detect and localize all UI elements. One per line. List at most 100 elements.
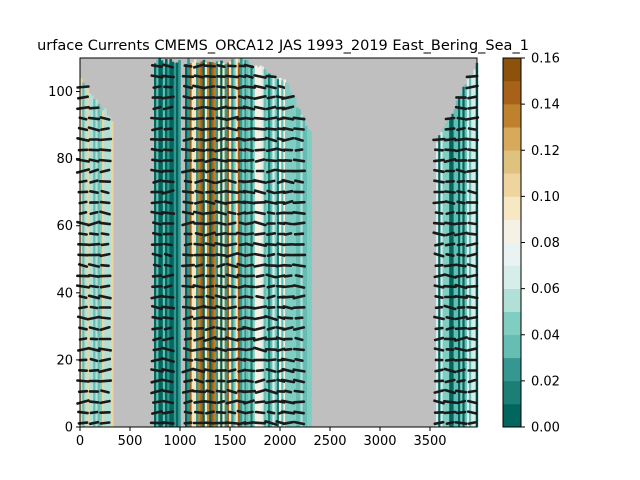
vector-arrow (253, 189, 267, 195)
vector-arrow (181, 190, 195, 194)
vector-arrow (181, 210, 195, 216)
colorbar-segment (503, 127, 521, 151)
vector-arrow (151, 284, 163, 289)
vector-arrow (89, 232, 99, 236)
vector-arrow (265, 232, 277, 236)
vector-arrow (152, 221, 162, 226)
speed-strip (451, 113, 454, 427)
vector-arrow (76, 85, 90, 89)
speed-strip (293, 97, 297, 428)
vector-arrow (99, 399, 111, 405)
vector-arrow (87, 116, 101, 121)
vector-arrow (183, 378, 193, 384)
vector-arrow (281, 178, 295, 185)
vector-arrow (152, 179, 162, 184)
speed-strip (302, 116, 306, 427)
speed-strip (296, 107, 299, 427)
vector-arrow (215, 253, 227, 257)
vector-arrow (205, 389, 215, 394)
vector-arrow (280, 295, 296, 299)
vector-arrow (465, 242, 479, 247)
vector-arrow (466, 399, 478, 405)
vector-arrow (432, 158, 446, 163)
vector-arrow (465, 294, 479, 300)
vector-arrow (76, 105, 90, 111)
current-vectors (149, 63, 176, 425)
vector-arrow (160, 211, 176, 215)
vector-arrow (214, 294, 228, 300)
vector-arrow (204, 106, 216, 110)
vector-arrow (182, 106, 194, 110)
vector-arrow (181, 168, 195, 174)
speed-strip (265, 71, 269, 428)
vector-arrow (99, 168, 111, 174)
vector-arrow (75, 284, 91, 289)
vector-arrow (243, 158, 255, 163)
vector-arrow (266, 253, 276, 257)
vector-arrow (266, 211, 276, 215)
vector-arrow (78, 200, 88, 205)
x-tick-label: 3500 (413, 434, 446, 449)
vector-arrow (227, 179, 237, 184)
speed-strip (88, 93, 92, 427)
vector-arrow (433, 315, 445, 321)
vector-arrow (99, 252, 111, 258)
vector-arrow (466, 326, 478, 331)
vector-arrow (76, 220, 90, 227)
axes-frame (79, 57, 478, 428)
vector-arrow (215, 410, 227, 415)
colorbar-segment (503, 311, 521, 336)
vector-arrow (183, 399, 193, 405)
vector-arrow (442, 284, 458, 289)
vector-arrow (293, 179, 305, 184)
vector-arrow (98, 294, 112, 300)
vector-arrow (264, 242, 278, 247)
vector-arrow (244, 242, 254, 247)
vector-arrow (193, 210, 205, 216)
vector-arrow (242, 189, 256, 195)
speed-strip (86, 88, 90, 428)
vector-arrow (293, 127, 305, 131)
vector-arrow (163, 263, 173, 268)
vector-arrow (98, 347, 112, 352)
vector-arrow (444, 127, 456, 131)
vector-arrow (244, 127, 254, 131)
vector-arrow (216, 127, 226, 131)
vector-arrow (466, 263, 478, 268)
vector-arrow (151, 274, 163, 278)
vector-arrow (204, 200, 216, 205)
vector-arrow (150, 200, 164, 205)
x-tick-label: 3000 (363, 434, 396, 449)
vector-arrow (443, 221, 457, 226)
vector-arrow (454, 420, 468, 426)
vector-arrow (227, 410, 237, 415)
vector-arrow (192, 367, 206, 374)
vector-arrow (253, 220, 267, 227)
speed-strip (283, 79, 286, 428)
vector-arrow (182, 358, 194, 362)
speed-strip (458, 98, 461, 427)
vector-arrow (434, 305, 444, 310)
vector-arrow (192, 84, 206, 90)
vector-arrow (443, 367, 457, 374)
vector-arrow (243, 232, 255, 236)
vector-arrow (99, 316, 111, 320)
speed-strip (261, 66, 264, 428)
vector-arrow (203, 347, 217, 352)
vector-arrow (465, 273, 479, 279)
vector-arrow (282, 326, 294, 331)
vector-arrow (100, 127, 110, 131)
vector-arrow (467, 389, 477, 394)
current-vectors (280, 95, 307, 426)
vector-arrow (293, 232, 305, 236)
speed-strip (272, 76, 275, 428)
vector-arrow (150, 368, 164, 373)
vector-arrow (252, 179, 268, 184)
y-tick-label: 20 (56, 353, 73, 368)
vector-arrow (78, 232, 88, 236)
vector-arrow (182, 315, 194, 321)
speed-strip (80, 78, 83, 427)
vector-arrow (150, 294, 164, 300)
vector-arrow (193, 378, 205, 384)
vector-arrow (280, 399, 296, 405)
